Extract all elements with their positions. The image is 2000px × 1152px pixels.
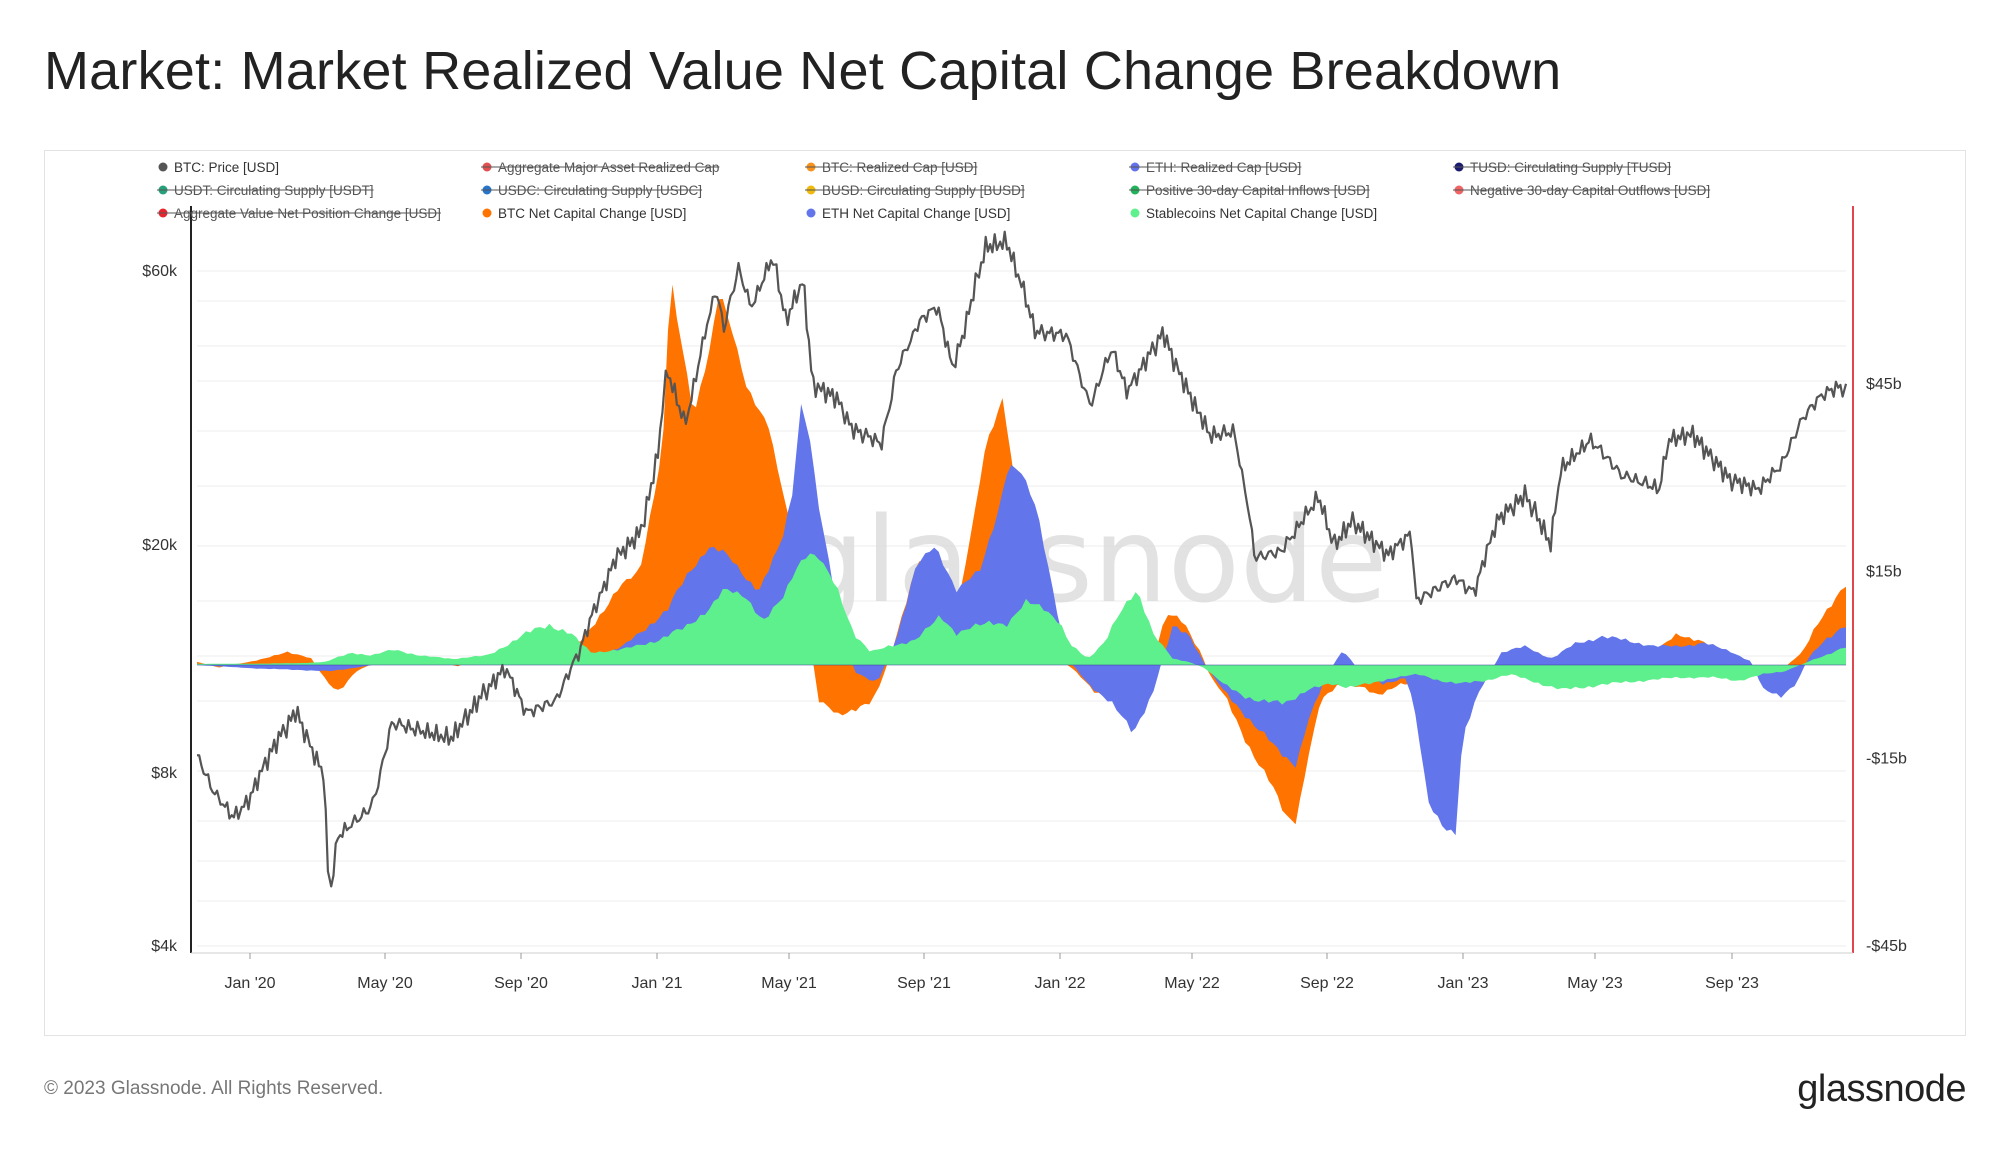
right-tick-label: -$45b <box>1866 938 1907 955</box>
x-tick-label: Sep '22 <box>1300 975 1354 992</box>
legend-marker <box>158 162 168 172</box>
x-tick-label: May '20 <box>357 975 413 992</box>
x-tick-label: May '22 <box>1164 975 1220 992</box>
legend-item[interactable]: Stablecoins Net Capital Change [USD] <box>1130 206 1378 221</box>
left-tick-label: $4k <box>151 938 178 955</box>
btc-price-line <box>196 230 1848 888</box>
legend-item[interactable]: BTC: Price [USD] <box>158 160 280 175</box>
x-tick-label: Jan '22 <box>1034 975 1085 992</box>
chart-legend: BTC: Price [USD] Aggregate Major Asset Re… <box>157 160 1711 221</box>
chart-areas <box>197 284 1846 836</box>
legend-marker <box>1130 208 1140 218</box>
copyright-text: © 2023 Glassnode. All Rights Reserved. <box>44 1078 384 1099</box>
chart-container: glassnode $4k $8k $20k $60k $45b $15b -$15b -$4… <box>44 150 1966 1036</box>
right-tick-label: -$15b <box>1866 751 1907 768</box>
x-tick-label: Jan '21 <box>631 975 682 992</box>
legend-label: BTC: Price [USD] <box>174 160 279 175</box>
left-tick-label: $8k <box>151 765 178 782</box>
legend-item[interactable]: USDC: Circulating Supply [USDC] <box>481 183 703 198</box>
legend-item[interactable]: Negative 30-day Capital Outflows [USD] <box>1453 183 1711 198</box>
right-tick-label: $15b <box>1866 563 1902 580</box>
legend-marker <box>806 208 816 218</box>
area-stablecoins-net-change <box>197 553 1846 705</box>
legend-item[interactable]: BTC: Realized Cap [USD] <box>805 160 978 175</box>
legend-item[interactable]: TUSD: Circulating Supply [TUSD] <box>1453 160 1672 175</box>
right-tick-label: $45b <box>1866 376 1902 393</box>
x-tick-label: May '21 <box>761 975 817 992</box>
chart-canvas: glassnode $4k $8k $20k $60k $45b $15b -$15b -$4… <box>142 160 1907 992</box>
chart-axes: $4k $8k $20k $60k $45b $15b -$15b -$45b Jan '20 M… <box>142 206 1907 992</box>
legend-label: ETH Net Capital Change [USD] <box>822 206 1010 221</box>
chart-price-line <box>196 230 1848 888</box>
legend-label: Stablecoins Net Capital Change [USD] <box>1146 206 1377 221</box>
legend-item[interactable]: BTC Net Capital Change [USD] <box>482 206 687 221</box>
x-tick-label: May '23 <box>1567 975 1623 992</box>
x-tick-label: Sep '20 <box>494 975 548 992</box>
legend-item[interactable]: Aggregate Major Asset Realized Cap <box>481 160 720 175</box>
left-tick-label: $20k <box>142 537 178 554</box>
legend-item[interactable]: Aggregate Value Net Position Change [USD… <box>157 206 441 221</box>
x-tick-label: Sep '23 <box>1705 975 1759 992</box>
x-tick-label: Jan '23 <box>1437 975 1488 992</box>
x-tick-label: Jan '20 <box>224 975 275 992</box>
legend-label: BTC Net Capital Change [USD] <box>498 206 686 221</box>
left-tick-label: $60k <box>142 263 178 280</box>
legend-item[interactable]: ETH: Realized Cap [USD] <box>1129 160 1302 175</box>
brand-logo: glassnode <box>1797 1068 1966 1110</box>
page-title: Market: Market Realized Value Net Capita… <box>44 41 1562 101</box>
legend-marker <box>482 208 492 218</box>
chart-watermark: glassnode <box>790 491 1387 629</box>
legend-item[interactable]: BUSD: Circulating Supply [BUSD] <box>805 183 1025 198</box>
legend-item[interactable]: USDT: Circulating Supply [USDT] <box>157 183 374 198</box>
legend-item[interactable]: ETH Net Capital Change [USD] <box>806 206 1011 221</box>
legend-item[interactable]: Positive 30-day Capital Inflows [USD] <box>1129 183 1370 198</box>
x-tick-label: Sep '21 <box>897 975 951 992</box>
